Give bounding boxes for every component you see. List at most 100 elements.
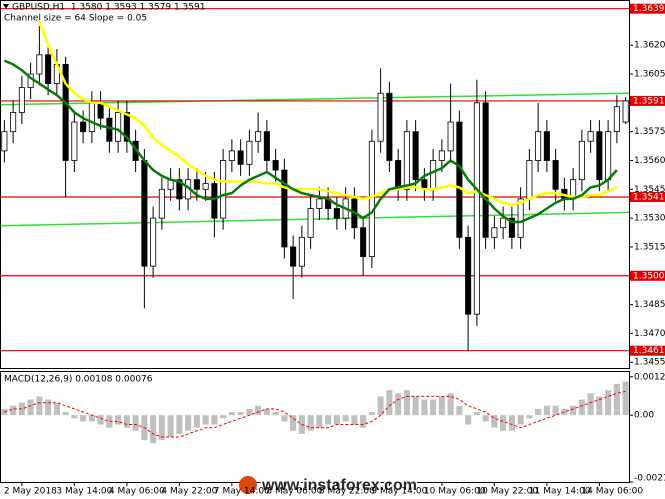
level-label-box <box>630 191 665 202</box>
macd-bar <box>377 396 384 416</box>
candle-body <box>62 64 69 161</box>
candle-body <box>18 87 25 113</box>
macd-bar <box>403 390 410 416</box>
candle-body <box>535 131 542 161</box>
macd-bar <box>500 415 507 431</box>
candle-body <box>552 160 559 190</box>
candle-body <box>386 92 393 161</box>
candle-body <box>395 160 402 190</box>
macd-bar <box>255 405 262 416</box>
macd-bar <box>80 415 87 422</box>
macd-bar <box>220 415 227 419</box>
macd-bar <box>368 412 375 416</box>
x-tick-label: 4 May 06:00 <box>109 487 165 497</box>
candle-body <box>123 112 130 142</box>
candle-body <box>176 179 183 200</box>
x-tick-label: 9 May 14:00 <box>371 487 427 497</box>
chart-title: GBPUSD,H1 1.3580 1.3593 1.3579 1.3591 <box>12 3 205 13</box>
candle-body <box>1 131 8 152</box>
candle-body <box>202 183 209 190</box>
candle-body <box>613 106 620 133</box>
candle-body <box>141 160 148 267</box>
candle-body <box>97 102 104 119</box>
macd-bar <box>465 415 472 425</box>
macd-bar <box>395 393 402 416</box>
candle-body <box>158 188 165 219</box>
candle-body <box>578 140 585 181</box>
candle-body <box>255 131 262 142</box>
candle-body <box>115 112 122 142</box>
x-tick-label: 10 May 06:00 <box>424 487 486 497</box>
watermark-logo <box>239 476 257 494</box>
macd-bar <box>290 415 297 431</box>
macd-frame <box>0 371 630 483</box>
candle-body <box>368 140 375 257</box>
y-tick-label: 1.3605 <box>634 70 665 80</box>
macd-bar <box>36 396 43 416</box>
candle-body <box>237 150 244 165</box>
macd-bar <box>71 415 78 419</box>
macd-bar <box>325 415 332 425</box>
channel-line <box>0 211 631 227</box>
candle-body <box>106 117 113 142</box>
y-tick-label: 1.3515 <box>634 242 665 252</box>
moving-average <box>3 59 618 224</box>
macd-bar <box>1 408 8 416</box>
macd-bar <box>53 402 60 416</box>
macd-bar <box>27 399 34 416</box>
x-tick-label: 2 May 2018 <box>4 487 57 497</box>
macd-bar <box>491 415 498 428</box>
macd-bar <box>176 415 183 434</box>
candle-body <box>281 169 288 248</box>
y-tick-label: 1.3530 <box>634 214 665 224</box>
candle-body <box>71 121 78 161</box>
title-icon <box>3 4 9 9</box>
candle-body <box>438 150 445 161</box>
macd-bar <box>430 399 437 416</box>
macd-bar <box>613 383 620 416</box>
price-frame <box>0 0 630 369</box>
candle-body <box>430 160 437 190</box>
macd-bar <box>167 415 174 438</box>
macd-bar <box>552 405 559 416</box>
y-tick-label: -0.00214 <box>634 474 665 484</box>
macd-bar <box>228 412 235 416</box>
macd-bar <box>473 412 480 416</box>
macd-bar <box>115 415 122 425</box>
level-label-box <box>630 270 665 281</box>
macd-bar <box>150 415 157 444</box>
candle-body <box>605 131 612 181</box>
x-tick-label: 7 May 14:00 <box>214 487 270 497</box>
macd-bar <box>281 415 288 422</box>
y-tick-label: 1.3620 <box>634 41 665 51</box>
candle-body <box>298 236 305 267</box>
macd-bar <box>605 390 612 416</box>
macd-bar <box>447 393 454 416</box>
macd-bar <box>386 390 393 416</box>
y-tick-label: 1.3485 <box>634 300 665 310</box>
macd-bar <box>508 415 515 431</box>
macd-bar <box>587 393 594 416</box>
candle-body <box>377 92 384 142</box>
macd-bar <box>185 415 192 431</box>
y-tick-label: 1.3560 <box>634 156 665 166</box>
x-tick-label: 11 May 14:00 <box>529 487 591 497</box>
candle-body <box>333 208 340 219</box>
macd-bar <box>622 381 629 416</box>
level-label-box <box>630 95 665 106</box>
macd-bar <box>237 412 244 416</box>
price-panel <box>0 8 631 352</box>
y-tick-label: 1.3545 <box>634 185 665 195</box>
candle-body <box>360 227 367 257</box>
candle-body <box>88 102 95 133</box>
candle-body <box>508 217 515 238</box>
macd-bar <box>263 408 270 416</box>
candle-body <box>456 121 463 238</box>
macd-bar <box>517 415 524 425</box>
candle-body <box>543 131 550 161</box>
chart-subtitle: Channel size = 64 Slope = 0.05 <box>4 14 147 24</box>
macd-bar <box>412 396 419 416</box>
level-label: 1.3541 <box>633 192 665 202</box>
level-label: 1.3639 <box>633 4 665 14</box>
